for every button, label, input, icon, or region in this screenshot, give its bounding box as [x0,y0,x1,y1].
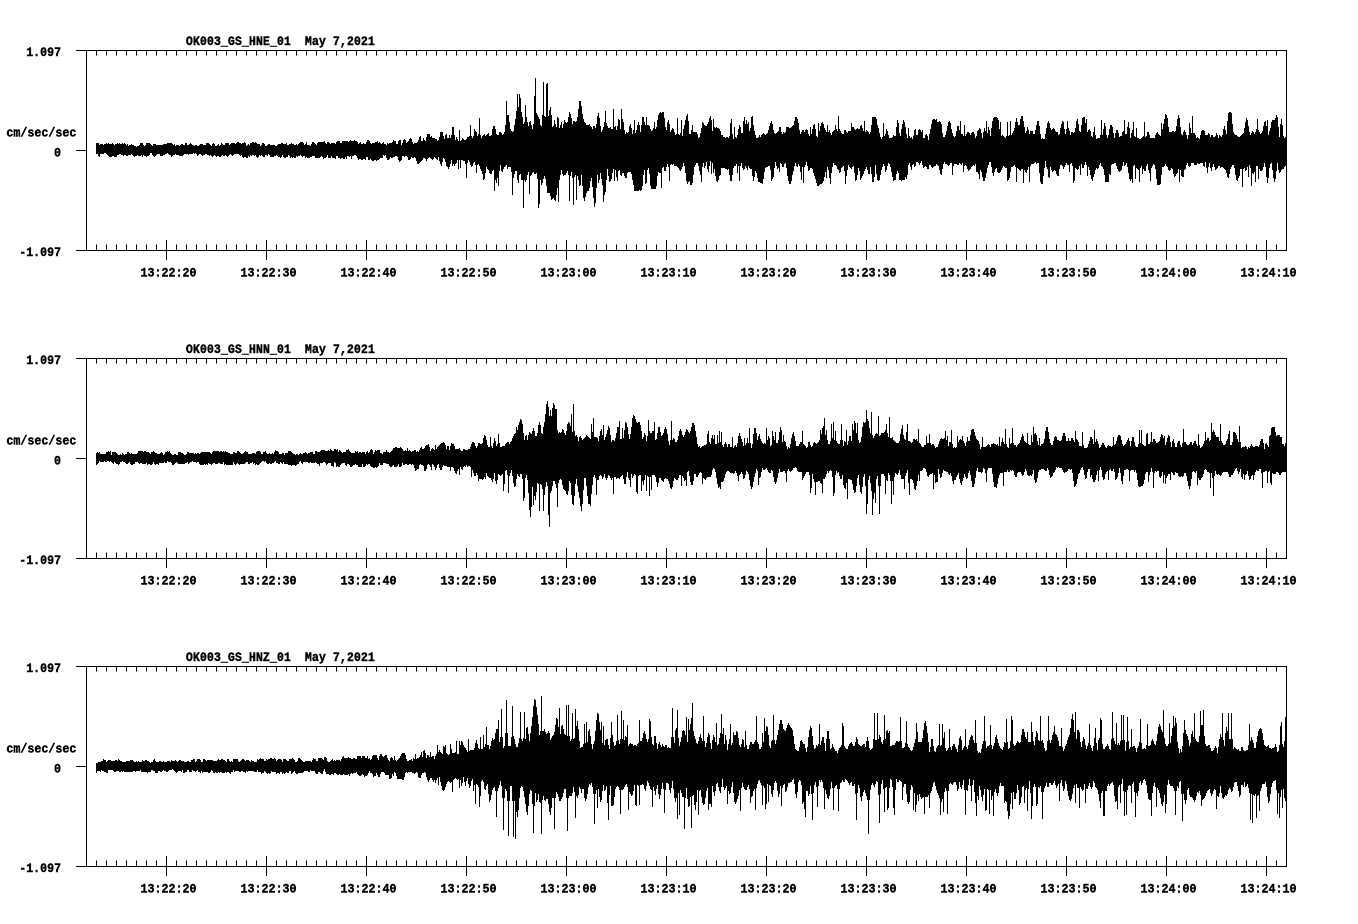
svg-text:13:23:10: 13:23:10 [641,265,697,280]
svg-text:13:24:00: 13:24:00 [1141,881,1197,896]
svg-text:13:23:40: 13:23:40 [941,573,997,588]
svg-text:13:22:30: 13:22:30 [241,573,297,588]
svg-text:13:22:20: 13:22:20 [141,881,197,896]
svg-text:0: 0 [54,762,61,777]
svg-text:13:23:30: 13:23:30 [841,881,897,896]
svg-text:cm/sec/sec: cm/sec/sec [6,434,76,449]
svg-text:13:24:10: 13:24:10 [1241,573,1297,588]
svg-text:cm/sec/sec: cm/sec/sec [6,742,76,757]
svg-text:1.097: 1.097 [26,45,61,60]
svg-text:13:22:20: 13:22:20 [141,265,197,280]
svg-text:1.097: 1.097 [26,661,61,676]
svg-text:13:22:40: 13:22:40 [341,881,397,896]
svg-text:-1.097: -1.097 [19,245,61,260]
svg-text:13:23:00: 13:23:00 [541,265,597,280]
svg-text:cm/sec/sec: cm/sec/sec [6,126,76,141]
svg-text:OK003_GS_HNZ_01 May 7,2021: OK003_GS_HNZ_01 May 7,2021 [186,650,375,665]
svg-text:13:24:00: 13:24:00 [1141,573,1197,588]
svg-text:OK003_GS_HNN_01 May 7,2021: OK003_GS_HNN_01 May 7,2021 [186,342,375,357]
svg-text:13:24:10: 13:24:10 [1241,881,1297,896]
svg-text:13:23:00: 13:23:00 [541,573,597,588]
svg-text:13:22:50: 13:22:50 [441,881,497,896]
svg-text:13:23:00: 13:23:00 [541,881,597,896]
svg-text:-1.097: -1.097 [19,553,61,568]
svg-text:13:23:50: 13:23:50 [1041,573,1097,588]
svg-text:1.097: 1.097 [26,353,61,368]
svg-text:13:23:50: 13:23:50 [1041,265,1097,280]
svg-text:13:22:30: 13:22:30 [241,881,297,896]
svg-text:13:23:20: 13:23:20 [741,573,797,588]
svg-text:13:22:50: 13:22:50 [441,265,497,280]
svg-text:13:24:10: 13:24:10 [1241,265,1297,280]
svg-text:13:22:20: 13:22:20 [141,573,197,588]
svg-text:13:22:50: 13:22:50 [441,573,497,588]
svg-text:13:23:10: 13:23:10 [641,573,697,588]
svg-text:0: 0 [54,454,61,469]
svg-text:OK003_GS_HNE_01 May 7,2021: OK003_GS_HNE_01 May 7,2021 [186,34,375,49]
svg-text:13:24:00: 13:24:00 [1141,265,1197,280]
svg-text:13:23:50: 13:23:50 [1041,881,1097,896]
svg-text:13:22:40: 13:22:40 [341,573,397,588]
svg-text:13:22:40: 13:22:40 [341,265,397,280]
svg-text:13:23:20: 13:23:20 [741,265,797,280]
svg-text:13:23:20: 13:23:20 [741,881,797,896]
svg-text:13:23:40: 13:23:40 [941,265,997,280]
svg-text:13:23:30: 13:23:30 [841,265,897,280]
svg-text:0: 0 [54,146,61,161]
svg-text:13:23:10: 13:23:10 [641,881,697,896]
svg-text:-1.097: -1.097 [19,861,61,876]
svg-text:13:22:30: 13:22:30 [241,265,297,280]
svg-text:13:23:40: 13:23:40 [941,881,997,896]
svg-text:13:23:30: 13:23:30 [841,573,897,588]
